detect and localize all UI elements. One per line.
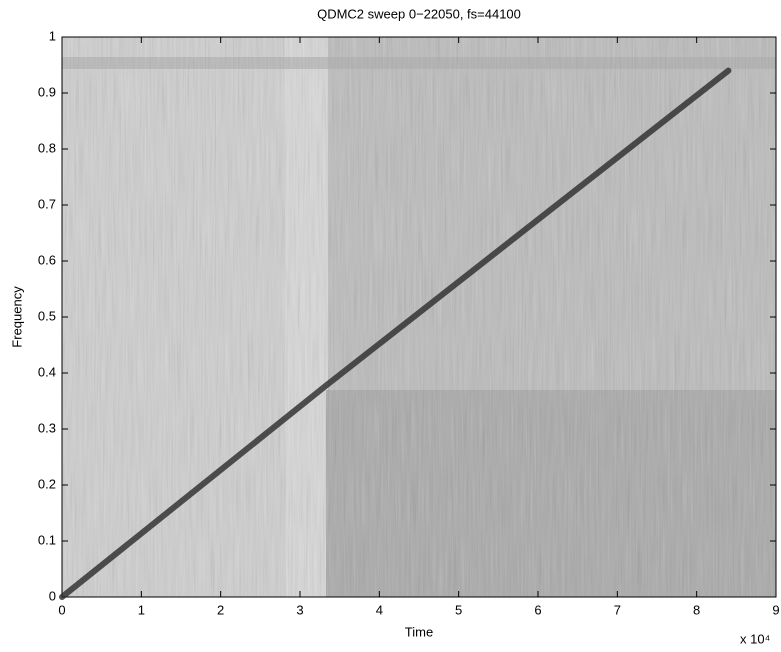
y-tick-label: 0.3 bbox=[38, 420, 56, 435]
y-tick-label: 0.9 bbox=[38, 84, 56, 99]
x-axis-label: Time bbox=[405, 624, 433, 639]
x-tick-label: 9 bbox=[772, 602, 779, 617]
y-tick-label: 0.1 bbox=[38, 532, 56, 547]
x-tick-label: 3 bbox=[296, 602, 303, 617]
x-tick-label: 5 bbox=[455, 602, 462, 617]
sweep-line bbox=[59, 67, 732, 600]
y-tick-label: 0.2 bbox=[38, 476, 56, 491]
y-tick-label: 0.7 bbox=[38, 196, 56, 211]
x-tick-label: 2 bbox=[217, 602, 224, 617]
x-tick-label: 1 bbox=[138, 602, 145, 617]
y-tick-label: 0.6 bbox=[38, 252, 56, 267]
x-tick-label: 6 bbox=[534, 602, 541, 617]
y-tick-label: 1 bbox=[49, 28, 56, 43]
y-axis-label: Frequency bbox=[9, 286, 24, 348]
y-tick-label: 0.5 bbox=[38, 308, 56, 323]
x-multiplier: x 10⁴ bbox=[740, 631, 770, 646]
y-tick-label: 0.4 bbox=[38, 364, 56, 379]
spectrogram-background bbox=[62, 37, 776, 597]
x-tick-label: 0 bbox=[58, 602, 65, 617]
y-tick-label: 0 bbox=[49, 588, 56, 603]
y-tick-label: 0.8 bbox=[38, 140, 56, 155]
x-tick-label: 7 bbox=[614, 602, 621, 617]
x-tick-label: 4 bbox=[376, 602, 383, 617]
chart-title: QDMC2 sweep 0−22050, fs=44100 bbox=[317, 6, 521, 21]
x-tick-label: 8 bbox=[693, 602, 700, 617]
